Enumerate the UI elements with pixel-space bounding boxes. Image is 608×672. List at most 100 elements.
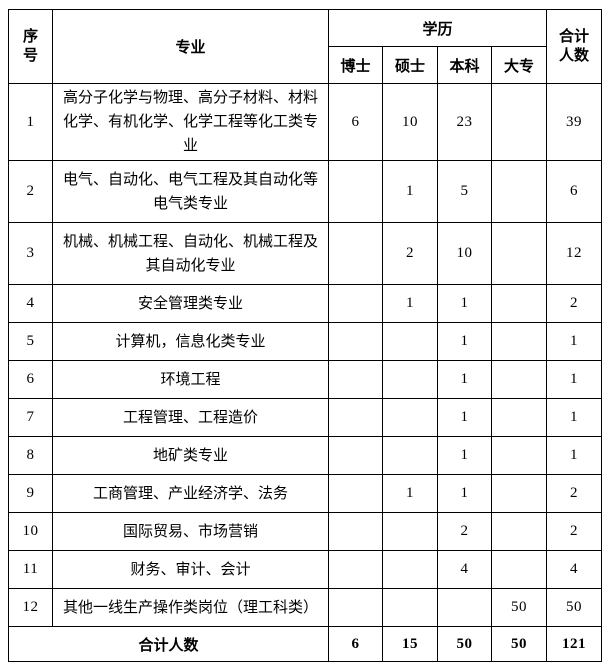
master-cell [382, 588, 438, 627]
major-cell: 环境工程 [52, 360, 329, 399]
bachelor-cell: 1 [437, 436, 492, 475]
table-row: 8 地矿类专业 1 1 [8, 436, 603, 475]
table-row: 4 安全管理类专业 1 1 2 [8, 284, 603, 323]
college-cell [490, 322, 548, 361]
master-cell: 2 [382, 222, 438, 285]
major-cell: 工程管理、工程造价 [52, 398, 329, 437]
total-cell: 2 [546, 284, 603, 323]
master-cell: 10 [382, 83, 438, 161]
college-cell [490, 160, 548, 223]
doctor-cell [328, 360, 383, 399]
master-cell: 1 [382, 474, 438, 513]
seq-cell: 10 [8, 512, 53, 551]
major-cell: 高分子化学与物理、高分子材料、材料化学、有机化学、化学工程等化工类专业 [52, 83, 329, 161]
seq-cell: 11 [8, 550, 53, 589]
header-college: 大专 [490, 46, 548, 84]
major-cell: 安全管理类专业 [52, 284, 329, 323]
seq-cell: 5 [8, 322, 53, 361]
college-cell [490, 474, 548, 513]
college-cell [490, 83, 548, 161]
header-doctor: 博士 [328, 46, 383, 84]
header-education-group: 学历 [327, 9, 548, 47]
college-cell [490, 284, 548, 323]
college-cell [490, 398, 548, 437]
master-cell [382, 512, 438, 551]
table-row: 5 计算机，信息化类专业 1 1 [8, 322, 603, 361]
master-cell [382, 436, 438, 475]
doctor-cell [328, 512, 383, 551]
header-major: 专业 [52, 9, 329, 84]
major-cell: 财务、审计、会计 [52, 550, 329, 589]
major-cell: 地矿类专业 [52, 436, 329, 475]
college-cell [490, 360, 548, 399]
major-cell: 其他一线生产操作类岗位（理工科类） [52, 588, 329, 627]
table-row: 9 工商管理、产业经济学、法务 1 1 2 [8, 474, 603, 513]
bachelor-cell: 1 [437, 474, 492, 513]
doctor-cell [328, 160, 383, 223]
bachelor-cell: 4 [437, 550, 492, 589]
header-total: 合计 人数 [546, 9, 603, 84]
header-row-1: 序 号 专业 学历 合计 人数 [8, 9, 603, 84]
totals-master: 15 [382, 626, 438, 662]
table-row: 3 机械、机械工程、自动化、机械工程及其自动化专业 2 10 12 [8, 222, 603, 285]
header-total-line1: 合计 [559, 28, 590, 45]
totals-total: 121 [546, 626, 603, 662]
seq-cell: 2 [8, 160, 53, 223]
bachelor-cell: 10 [437, 222, 492, 285]
bachelor-cell [437, 588, 492, 627]
doctor-cell: 6 [328, 83, 383, 161]
total-cell: 39 [546, 83, 603, 161]
total-cell: 1 [546, 322, 603, 361]
table-row: 1 高分子化学与物理、高分子材料、材料化学、有机化学、化学工程等化工类专业 6 … [8, 83, 603, 161]
header-bachelor: 本科 [437, 46, 492, 84]
doctor-cell [328, 550, 383, 589]
total-cell: 6 [546, 160, 603, 223]
total-cell: 1 [546, 398, 603, 437]
totals-doctor: 6 [328, 626, 383, 662]
master-cell [382, 550, 438, 589]
bachelor-cell: 1 [437, 360, 492, 399]
seq-cell: 4 [8, 284, 53, 323]
table-row: 12 其他一线生产操作类岗位（理工科类） 50 50 [8, 588, 603, 627]
master-cell: 1 [382, 284, 438, 323]
doctor-cell [328, 284, 383, 323]
seq-cell: 3 [8, 222, 53, 285]
doctor-cell [328, 436, 383, 475]
seq-cell: 1 [8, 83, 53, 161]
master-cell: 1 [382, 160, 438, 223]
college-cell [490, 512, 548, 551]
bachelor-cell: 1 [437, 284, 492, 323]
seq-cell: 12 [8, 588, 53, 627]
recruitment-table: 序 号 专业 学历 合计 人数 博士 硕士 本科 大专 1 高分子化学与物理、高… [8, 9, 603, 662]
bachelor-cell: 1 [437, 322, 492, 361]
total-cell: 1 [546, 360, 603, 399]
header-master: 硕士 [382, 46, 438, 84]
header-row-2: 博士 硕士 本科 大专 [9, 46, 602, 84]
bachelor-cell: 1 [437, 398, 492, 437]
college-cell [490, 436, 548, 475]
seq-cell: 9 [8, 474, 53, 513]
doctor-cell [328, 474, 383, 513]
header-seq-no-line2: 号 [22, 47, 38, 64]
total-cell: 2 [546, 474, 603, 513]
seq-cell: 6 [8, 360, 53, 399]
major-cell: 电气、自动化、电气工程及其自动化等电气类专业 [52, 160, 329, 223]
college-cell: 50 [490, 588, 548, 627]
doctor-cell [328, 398, 383, 437]
major-cell: 机械、机械工程、自动化、机械工程及其自动化专业 [52, 222, 329, 285]
total-cell: 4 [546, 550, 603, 589]
bachelor-cell: 5 [437, 160, 492, 223]
seq-cell: 8 [8, 436, 53, 475]
totals-bachelor: 50 [437, 626, 492, 662]
master-cell [382, 398, 438, 437]
doctor-cell [328, 222, 383, 285]
bachelor-cell: 2 [437, 512, 492, 551]
doctor-cell [328, 322, 383, 361]
table-row: 7 工程管理、工程造价 1 1 [8, 398, 603, 437]
total-cell: 2 [546, 512, 603, 551]
seq-cell: 7 [8, 398, 53, 437]
table-row: 6 环境工程 1 1 [8, 360, 603, 399]
totals-label: 合计人数 [8, 626, 329, 662]
table-row: 10 国际贸易、市场营销 2 2 [8, 512, 603, 551]
